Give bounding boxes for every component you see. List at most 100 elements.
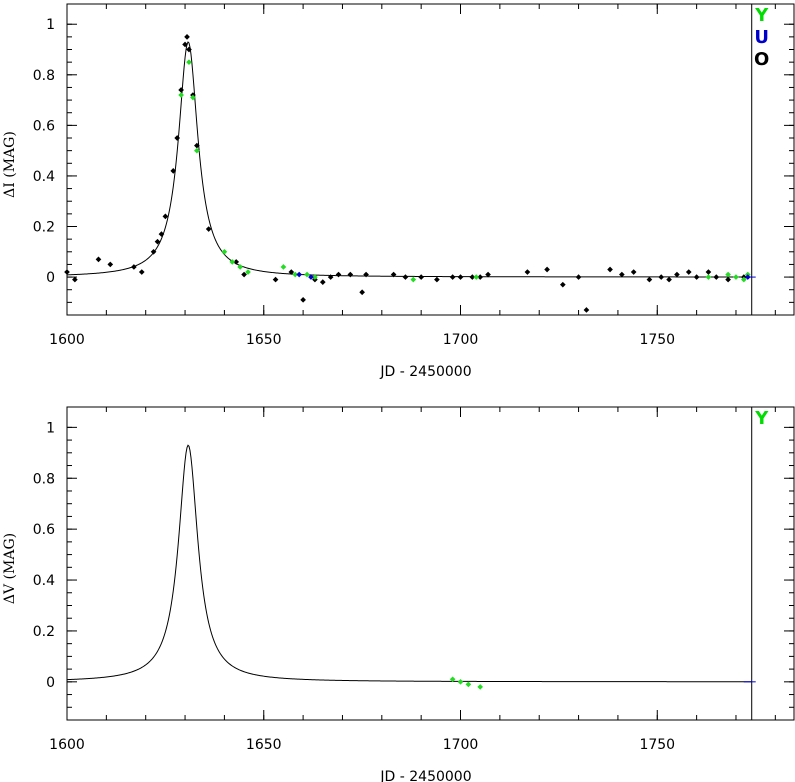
data-point-y <box>733 274 739 280</box>
data-point-o <box>335 271 342 278</box>
y-tick-label: 0.2 <box>33 624 55 640</box>
x-axis-label: JD - 2450000 <box>379 769 471 782</box>
x-tick-label: 1750 <box>639 737 675 753</box>
data-point-y <box>312 274 318 280</box>
data-point-y <box>178 92 184 98</box>
data-point-o <box>685 269 692 275</box>
y-tick-label: 0 <box>46 675 55 691</box>
data-point-o <box>449 274 456 280</box>
data-point-o <box>457 274 464 280</box>
data-point-o <box>485 271 491 278</box>
data-point-y <box>229 259 236 265</box>
data-point-o <box>575 274 582 280</box>
data-point-o <box>72 276 78 283</box>
y-tick-label: 0.6 <box>33 118 55 134</box>
y-tick-label: 0.8 <box>33 471 55 487</box>
data-point-o <box>288 269 295 275</box>
data-point-o <box>630 269 637 275</box>
data-point-y <box>194 147 200 154</box>
data-point-o <box>477 274 484 280</box>
x-tick-label: 1600 <box>49 332 85 348</box>
data-point-o <box>469 274 476 280</box>
plot-frame <box>66 406 795 721</box>
data-point-o <box>359 289 365 296</box>
data-point-y <box>741 276 747 283</box>
y-axis-label: ΔI (MAG) <box>2 131 18 198</box>
data-point-o <box>107 261 114 268</box>
data-point-o <box>607 266 613 273</box>
panel-delta-v: 1600 1650 1700 1750 0 0.2 0.4 0.6 0.8 1 JD - 24500… <box>2 406 795 782</box>
data-point-o <box>174 135 181 141</box>
model-curve <box>66 41 752 278</box>
plot-frame <box>66 3 795 316</box>
data-point-o <box>64 269 70 275</box>
data-point-o <box>272 276 279 283</box>
legend-entry-o: O <box>754 49 769 70</box>
data-point-y <box>237 264 243 270</box>
data-point-o <box>327 274 334 280</box>
data-point-y <box>473 274 480 280</box>
data-point-o <box>559 281 566 288</box>
data-point-o <box>162 213 169 220</box>
legend-entry-y: Y <box>754 408 769 429</box>
data-point-u <box>744 274 751 280</box>
data-point-o <box>402 274 409 280</box>
x-tick-label: 1750 <box>639 332 675 348</box>
y-tick-label: 0.4 <box>33 169 55 185</box>
data-point-y <box>280 264 287 270</box>
data-point-y <box>477 684 484 690</box>
data-point-o <box>194 142 200 149</box>
data-point-o <box>434 276 440 283</box>
data-point-y <box>304 271 310 278</box>
data-point-y <box>705 274 712 280</box>
y-tick-label: 0.6 <box>33 522 55 538</box>
y-axis-label: ΔV (MAG) <box>2 533 18 604</box>
data-point-o <box>363 271 369 278</box>
data-point-o <box>158 231 165 237</box>
data-point-o <box>583 307 590 313</box>
data-point-y <box>190 94 196 101</box>
x-tick-label: 1600 <box>49 737 85 753</box>
data-point-o <box>319 279 326 285</box>
data-point-o <box>725 276 731 283</box>
panel-delta-i: 1600 1650 1700 1750 0 0.2 0.4 0.6 0.8 1 JD - 24500… <box>2 3 795 380</box>
data-point-y <box>292 271 299 278</box>
data-point-o <box>646 276 653 283</box>
x-tick-label: 1650 <box>246 737 282 753</box>
data-point-o <box>524 269 531 275</box>
data-point-o <box>95 256 102 263</box>
data-point-o <box>705 269 712 275</box>
data-point-u <box>296 271 303 278</box>
data-point-y <box>457 679 464 685</box>
y-tick-label: 1 <box>46 17 55 33</box>
y-tick-label: 0.2 <box>33 220 55 236</box>
data-point-y <box>449 676 456 683</box>
data-point-o <box>418 274 424 280</box>
data-point-o <box>233 259 240 265</box>
data-point-o <box>347 271 354 278</box>
y-tick-label: 0.4 <box>33 573 55 589</box>
data-point-o <box>205 226 212 232</box>
data-point-o <box>674 271 680 278</box>
data-point-u <box>308 274 314 280</box>
x-tick-label: 1700 <box>443 737 479 753</box>
data-point-o <box>544 266 550 273</box>
data-point-y <box>410 276 417 283</box>
data-point-o <box>184 34 190 40</box>
x-tick-label: 1700 <box>443 332 479 348</box>
data-point-y <box>221 248 228 255</box>
data-point-o <box>658 274 665 280</box>
data-point-o <box>300 297 306 303</box>
data-point-o <box>666 276 672 283</box>
legend-entry-u: U <box>754 27 769 48</box>
y-tick-label: 1 <box>46 420 55 436</box>
data-point-o <box>178 87 184 93</box>
x-tick-label: 1650 <box>246 332 282 348</box>
data-point-y <box>465 681 472 688</box>
y-tick-label: 0.8 <box>33 68 55 84</box>
x-axis-label: JD - 2450000 <box>379 364 471 380</box>
data-point-o <box>619 271 625 278</box>
data-point-o <box>154 238 161 245</box>
data-point-y <box>186 59 192 65</box>
